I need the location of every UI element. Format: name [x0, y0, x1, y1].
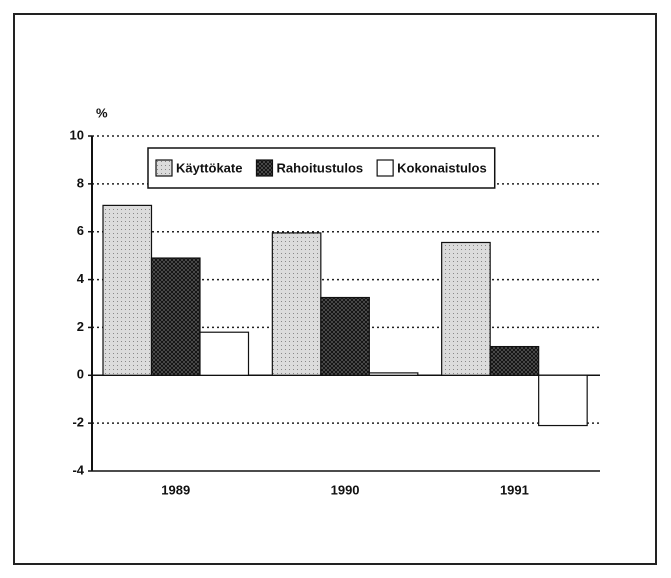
bar	[150, 257, 201, 376]
x-tick-label: 1991	[500, 482, 529, 497]
y-tick-label: 2	[77, 319, 84, 334]
frame	[13, 13, 657, 565]
y-tick-label: 4	[77, 271, 85, 286]
legend	[147, 147, 496, 189]
legend-label: Rahoitustulos	[276, 160, 363, 175]
bar	[102, 204, 153, 376]
bar	[368, 372, 419, 376]
bar	[271, 232, 322, 376]
bar	[320, 296, 370, 376]
bar	[489, 345, 540, 376]
legend-label: Kokonaistulos	[397, 160, 487, 175]
bar	[199, 331, 250, 376]
x-tick-label: 1989	[161, 482, 190, 497]
y-tick-label: -4	[72, 462, 84, 477]
y-tick-label: 6	[77, 223, 84, 238]
legend-swatch	[155, 159, 173, 177]
y-tick-label: 10	[70, 127, 84, 142]
x-tick-label: 1990	[331, 482, 360, 497]
legend-swatch	[376, 159, 394, 177]
bar	[538, 374, 588, 427]
legend-label: Käyttökate	[176, 160, 242, 175]
y-tick-label: 8	[77, 175, 84, 190]
y-tick-label: 0	[77, 367, 84, 382]
legend-swatch	[255, 159, 274, 177]
bar	[441, 241, 491, 376]
y-axis-label: %	[96, 105, 108, 120]
y-tick-label: -2	[72, 415, 84, 430]
